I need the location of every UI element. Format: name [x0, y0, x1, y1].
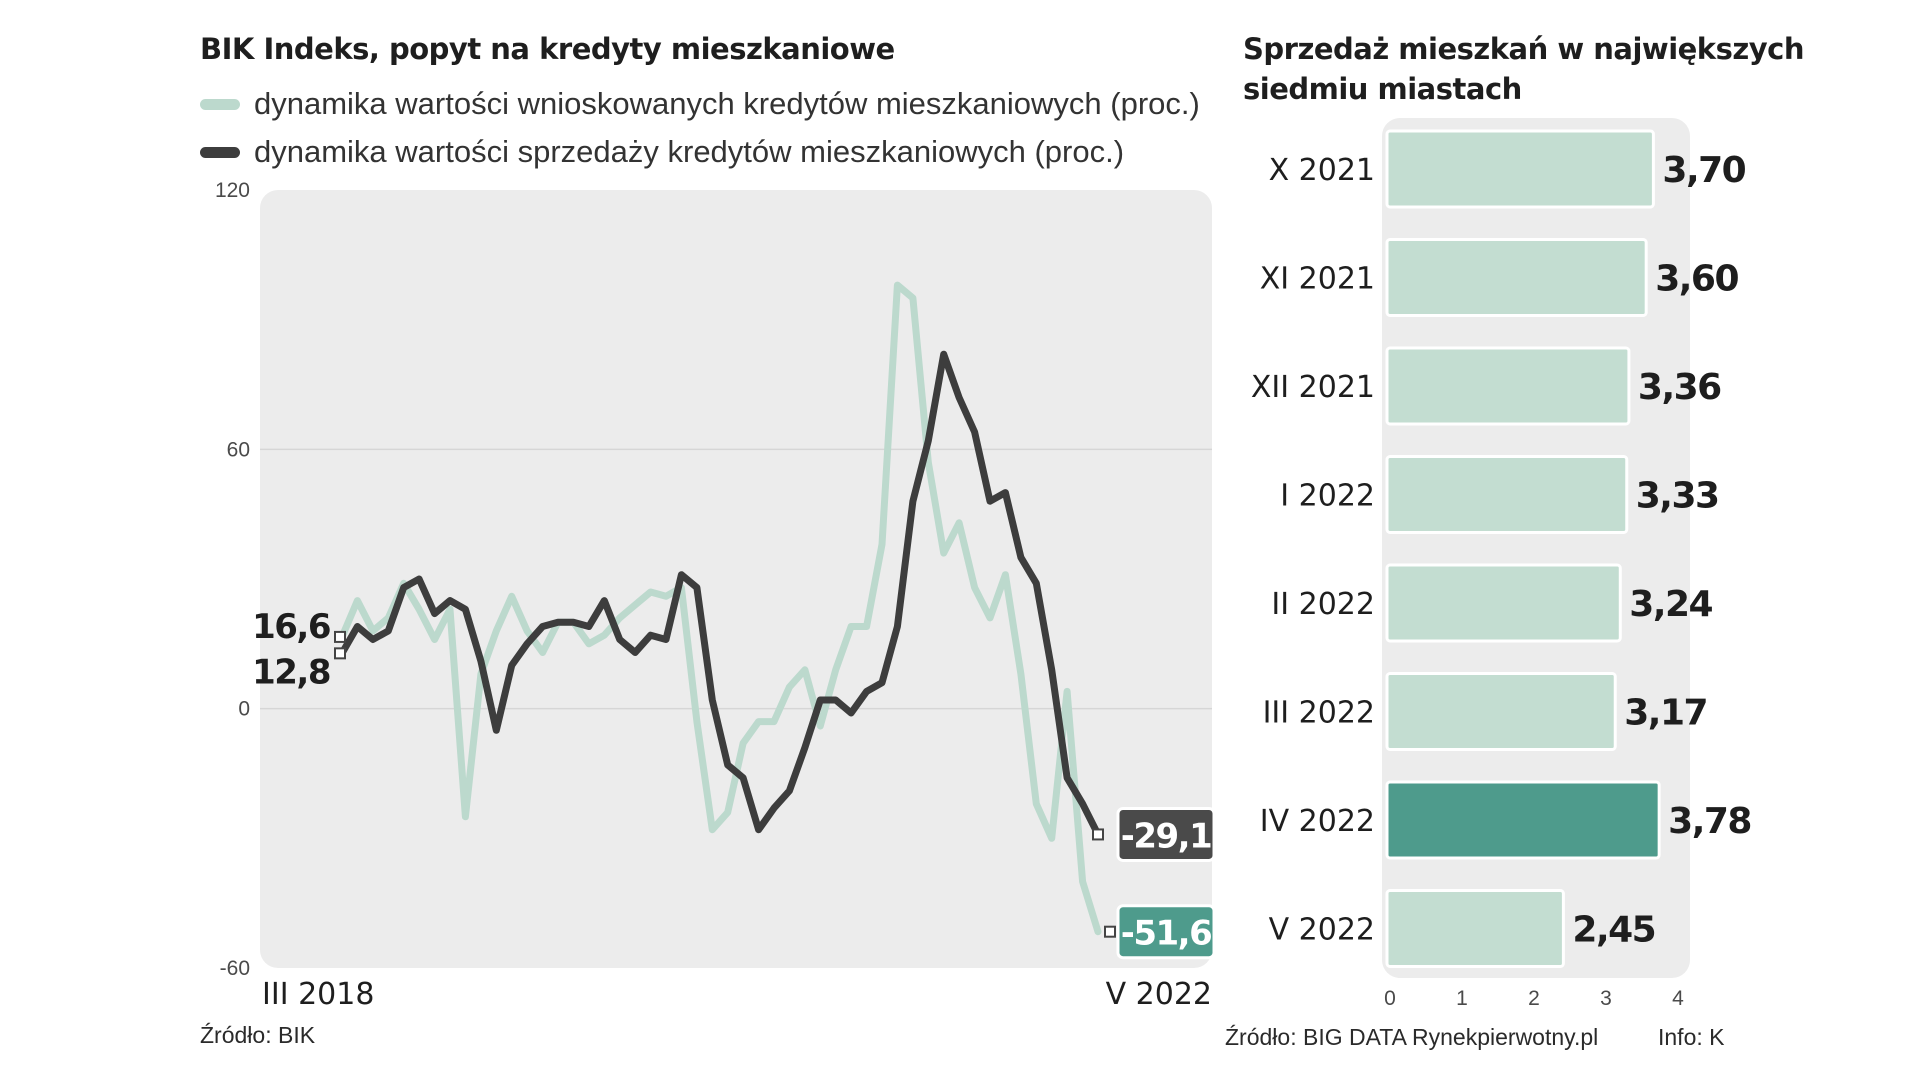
right-source: Źródło: BIG DATA Rynekpierwotny.pl: [1225, 1024, 1599, 1050]
start-marker-sales: [334, 647, 346, 660]
legend-swatch-sales: [200, 146, 240, 158]
bar-value-label: 3,78: [1668, 801, 1751, 842]
x-tick-label: 4: [1672, 987, 1684, 1010]
bar-value-label: 3,60: [1655, 259, 1738, 300]
bar-category-label: XI 2021: [1260, 262, 1375, 297]
legend-label-applications: dynamika wartości wnioskowanych kredytów…: [254, 86, 1200, 121]
bar-category-label: IV 2022: [1260, 804, 1375, 839]
line-chart: 120 60 0 -60 16,6 12,8 -29,1 -51,6 III 2018 V 202…: [215, 179, 1216, 1012]
series-line-applications: [338, 281, 1102, 936]
bar-category-label: II 2022: [1271, 587, 1375, 622]
end-marker-sales: [1092, 828, 1104, 841]
bar-value-label: 3,17: [1624, 693, 1707, 734]
legend-label-sales: dynamika wartości sprzedaży kredytów mie…: [254, 134, 1125, 169]
bar: [1385, 346, 1631, 426]
left-chart-title: BIK Indeks, popyt na kredyty mieszkaniow…: [200, 32, 895, 66]
x-end-label: V 2022: [1106, 977, 1212, 1012]
legend-swatch-applications: [200, 98, 240, 110]
start-label-sales: 12,8: [252, 652, 330, 692]
x-tick-label: 3: [1600, 987, 1612, 1010]
bar-chart: X 2021 3,70 XI 2021 3,60 XII 2021 3,36 I 2022 3…: [1251, 118, 1752, 1010]
y-tick-label: 0: [238, 698, 250, 721]
start-marker-applications: [334, 630, 346, 643]
left-source: Źródło: BIK: [200, 1022, 316, 1048]
bar-category-label: X 2021: [1269, 153, 1375, 188]
x-tick-label: 0: [1384, 987, 1396, 1010]
bar-category-label: XII 2021: [1251, 370, 1375, 405]
x-tick-label: 1: [1456, 987, 1468, 1010]
bar-category-label: V 2022: [1269, 913, 1375, 948]
bar: [1385, 238, 1648, 317]
bar: [1385, 563, 1622, 643]
bar: [1385, 889, 1565, 968]
legend-item-applications: dynamika wartości wnioskowanych kredytów…: [200, 86, 1200, 122]
plot-background: [260, 190, 1212, 968]
right-chart-title-line1: Sprzedaż mieszkań w największych: [1243, 32, 1804, 66]
bar-value-label: 3,33: [1636, 476, 1719, 517]
bar: [1385, 455, 1629, 534]
right-info: Info: K: [1658, 1024, 1725, 1050]
x-start-label: III 2018: [262, 977, 374, 1012]
bar-plot-background: [1382, 118, 1690, 978]
bar-value-label: 3,70: [1662, 150, 1745, 191]
bar-value-label: 3,24: [1629, 584, 1712, 625]
end-marker-applications: [1104, 925, 1116, 938]
bar: [1385, 672, 1617, 751]
bar-value-label: 2,45: [1572, 910, 1655, 951]
bar: [1385, 129, 1655, 209]
bar-category-label: III 2022: [1263, 696, 1375, 731]
y-tick-label: -60: [220, 957, 250, 980]
end-label-box-sales: [1116, 806, 1216, 862]
end-label-sales: -29,1: [1121, 816, 1212, 856]
end-label-box-applications: [1116, 904, 1216, 960]
start-label-applications: 16,6: [252, 607, 330, 647]
y-tick-label: 120: [215, 179, 250, 202]
left-legend: dynamika wartości wnioskowanych kredytów…: [200, 86, 1200, 170]
bar-category-label: I 2022: [1280, 479, 1375, 514]
legend-item-sales: dynamika wartości sprzedaży kredytów mie…: [200, 134, 1200, 170]
end-label-applications: -51,6: [1121, 914, 1212, 954]
x-tick-label: 2: [1528, 987, 1540, 1010]
right-chart-title-line2: siedmiu miastach: [1243, 72, 1522, 106]
bar-value-label: 3,36: [1638, 367, 1721, 408]
y-tick-label: 60: [227, 438, 250, 461]
series-line-sales: [338, 350, 1102, 838]
bar-highlight: [1385, 780, 1661, 860]
